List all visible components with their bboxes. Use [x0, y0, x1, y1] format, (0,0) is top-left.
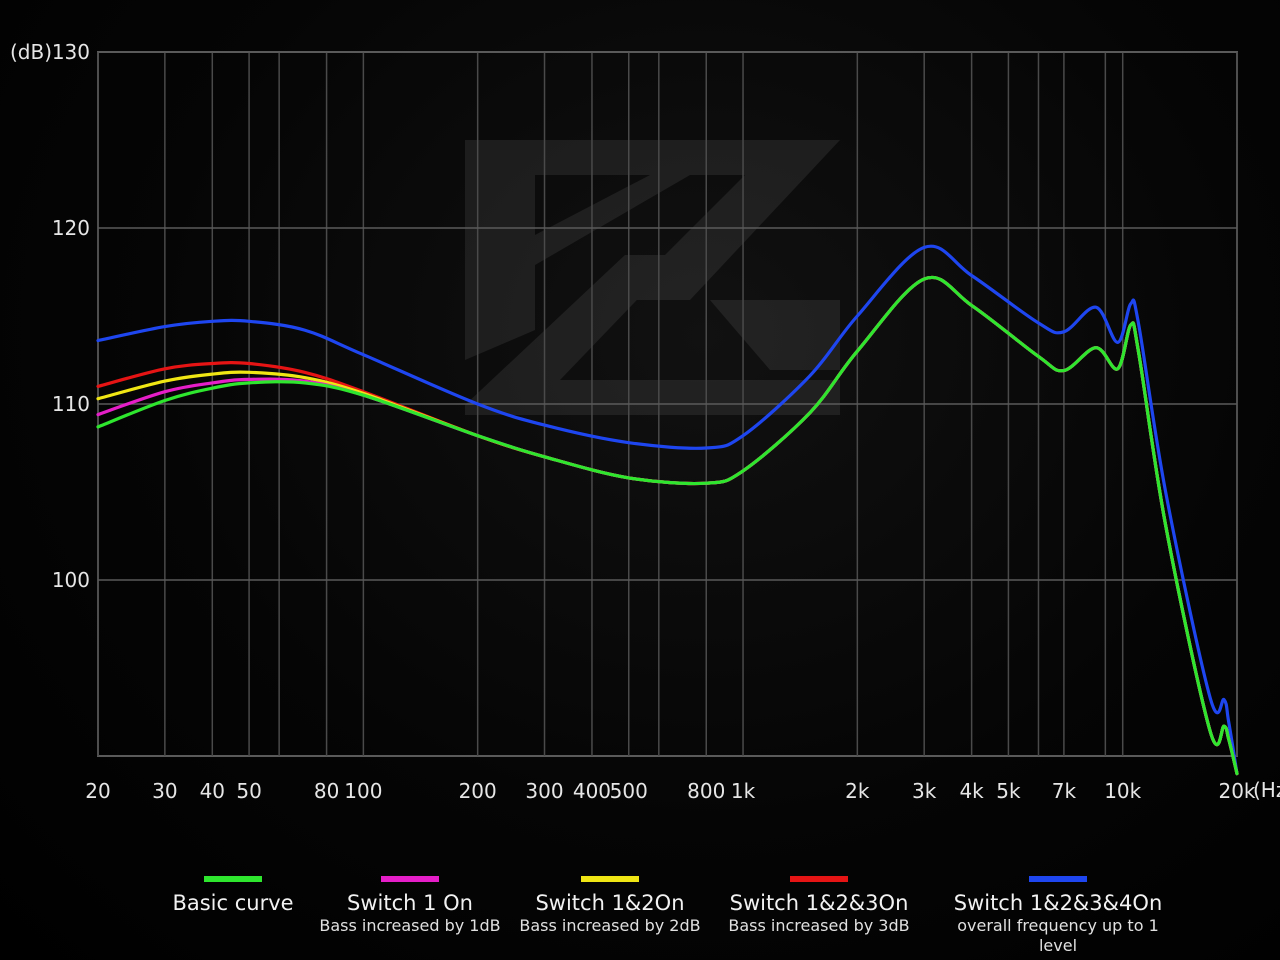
- x-tick-label: 400: [573, 779, 611, 803]
- legend-label: Switch 1&2On: [535, 891, 685, 915]
- legend-label: Switch 1 On: [347, 891, 473, 915]
- legend-item-switch123: Switch 1&2&3On Bass increased by 3dB: [699, 872, 939, 936]
- curves: [96, 244, 1239, 776]
- legend-label: Basic curve: [172, 891, 294, 915]
- legend-swatch: [1029, 876, 1087, 882]
- x-unit-label: (Hz): [1253, 778, 1280, 802]
- legend-label: Switch 1&2&3On: [729, 891, 909, 915]
- series-line-2: [96, 275, 1239, 776]
- x-tick-label: 5k: [996, 779, 1021, 803]
- brand-logo-watermark: [465, 140, 840, 415]
- x-tick-label: 2k: [845, 779, 870, 803]
- legend-description: Bass increased by 3dB: [728, 916, 910, 935]
- y-tick-label: 120: [52, 216, 90, 240]
- legend-swatch: [381, 876, 439, 882]
- legend-item-switch12: Switch 1&2On Bass increased by 2dB: [490, 872, 730, 936]
- legend-swatch: [790, 876, 848, 882]
- series-line-0: [96, 275, 1239, 776]
- legend-item-basic: Basic curve: [113, 872, 353, 916]
- legend-description: overall frequency up to 1 level: [957, 916, 1159, 955]
- legend-description: Bass increased by 2dB: [519, 916, 701, 935]
- legend-swatch: [204, 876, 262, 882]
- x-tick-label: 7k: [1052, 779, 1077, 803]
- series-line-4: [96, 244, 1239, 776]
- legend-item-switch1234: Switch 1&2&3&4On overall frequency up to…: [938, 872, 1178, 956]
- x-tick-label: 30: [152, 779, 177, 803]
- y-tick-label: 130: [52, 40, 90, 64]
- x-tick-label: 4k: [959, 779, 984, 803]
- y-tick-label: 110: [52, 392, 90, 416]
- x-tick-label: 100: [344, 779, 382, 803]
- x-tick-label: 300: [525, 779, 563, 803]
- legend-label: Switch 1&2&3&4On: [953, 891, 1163, 915]
- x-tick-label: 3k: [912, 779, 937, 803]
- x-tick-label: 20: [85, 779, 110, 803]
- series-line-3: [96, 275, 1239, 776]
- x-tick-label: 50: [236, 779, 261, 803]
- y-unit-label: (dB): [10, 40, 52, 64]
- series-line-1: [96, 275, 1239, 776]
- legend-description: Bass increased by 1dB: [319, 916, 501, 935]
- legend-item-switch1: Switch 1 On Bass increased by 1dB: [290, 872, 530, 936]
- y-tick-label: 100: [52, 568, 90, 592]
- x-tick-label: 10k: [1104, 779, 1141, 803]
- x-tick-label: 800: [687, 779, 725, 803]
- legend: Basic curve Switch 1 On Bass increased b…: [0, 872, 1280, 960]
- x-tick-label: 1k: [731, 779, 756, 803]
- x-tick-label: 200: [459, 779, 497, 803]
- grid: [97, 51, 1238, 757]
- legend-swatch: [581, 876, 639, 882]
- x-tick-label: 80: [314, 779, 339, 803]
- x-tick-label: 40: [200, 779, 225, 803]
- x-tick-label: 500: [610, 779, 648, 803]
- x-tick-label: 20k: [1218, 779, 1255, 803]
